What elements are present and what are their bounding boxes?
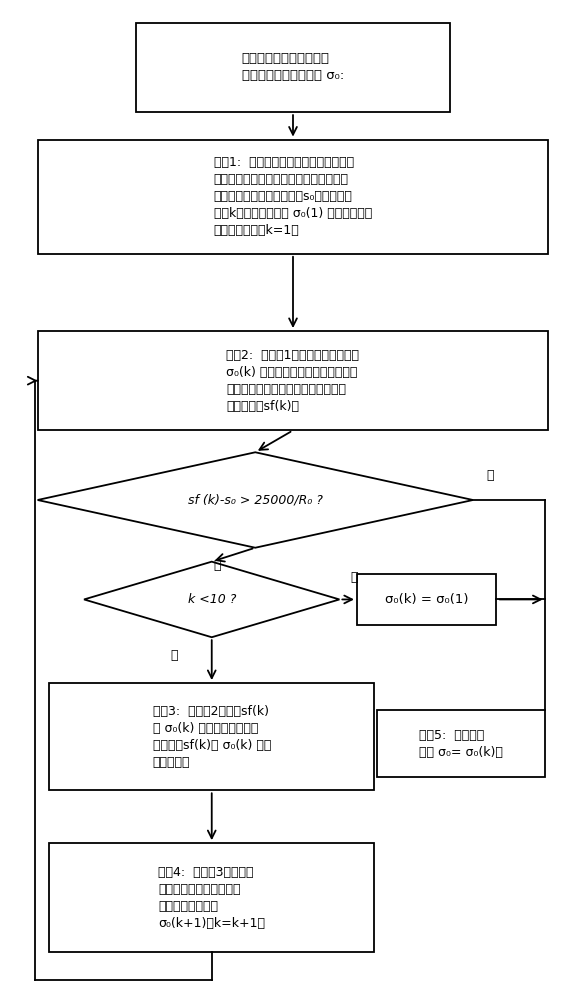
Text: σ₀(k) = σ₀(1): σ₀(k) = σ₀(1) [385,593,468,606]
Text: 是: 是 [171,649,178,662]
Text: 步骤1:  在当前制导周期的初始时刻，通
过量测得到当前状态量，利用当前位置和
目标位置求出当前待飞航程s₀。定义迭代
变量k。定义迭代初值 σ₀(1) 等于上: 步骤1: 在当前制导周期的初始时刻，通 过量测得到当前状态量，利用当前位置和 目… [214,156,372,237]
Text: 否: 否 [350,571,357,584]
FancyBboxPatch shape [49,843,374,952]
Text: 否: 否 [486,469,494,482]
FancyBboxPatch shape [137,23,449,112]
FancyBboxPatch shape [38,140,548,254]
Text: 是: 是 [214,559,222,572]
Text: 步骤5:  给出制导
指令 σ₀= σ₀(k)。: 步骤5: 给出制导 指令 σ₀= σ₀(k)。 [420,729,503,759]
FancyBboxPatch shape [49,683,374,790]
FancyBboxPatch shape [357,574,496,625]
Text: 步骤2:  以步骤1给出的当前状态量和
σ₀(k) 作为输入，利用数值积分计算
出从当前点至着陆降落伞展开点的状
态值和航程sf(k)。: 步骤2: 以步骤1给出的当前状态量和 σ₀(k) 作为输入，利用数值积分计算 出… [227,349,359,413]
Polygon shape [38,452,473,548]
Text: 通过如下步骤迭代求解当
前制导周期的制导指令 σ₀:: 通过如下步骤迭代求解当 前制导周期的制导指令 σ₀: [242,52,344,82]
Text: 步骤4:  以步骤3给出的两
个导数作为输入，计算得
到倾侧角迭代新值
σ₀(k+1)。k=k+1。: 步骤4: 以步骤3给出的两 个导数作为输入，计算得 到倾侧角迭代新值 σ₀(k+… [158,866,265,930]
FancyBboxPatch shape [38,331,548,430]
Text: 步骤3:  以步骤2给出的sf(k)
和 σ₀(k) 作为输入，利用微
分器得到sf(k)和 σ₀(k) 的余
弦的导数。: 步骤3: 以步骤2给出的sf(k) 和 σ₀(k) 作为输入，利用微 分器得到s… [152,705,271,769]
FancyBboxPatch shape [377,710,546,777]
Polygon shape [84,562,339,637]
Text: sf (k)-s₀ > 25000/R₀ ?: sf (k)-s₀ > 25000/R₀ ? [188,493,323,506]
Text: k <10 ?: k <10 ? [188,593,236,606]
